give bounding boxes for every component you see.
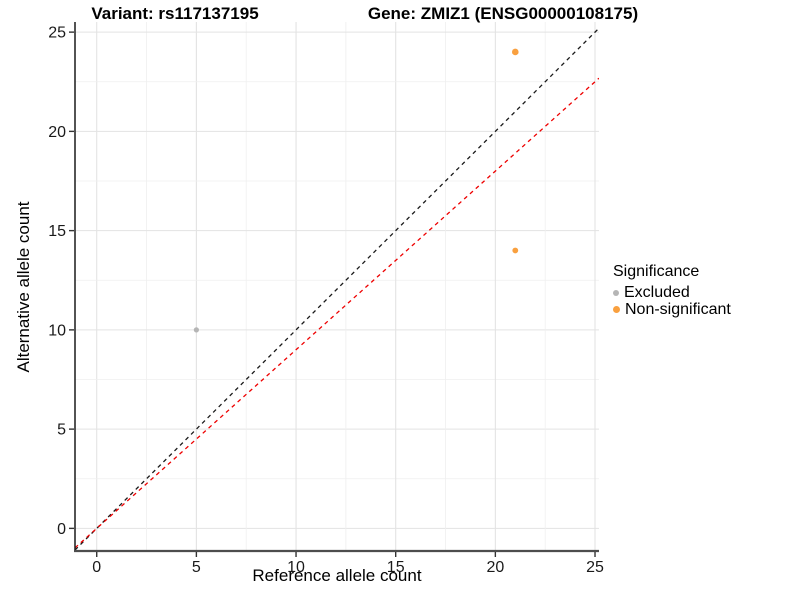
y-axis-label: Alternative allele count <box>14 201 33 373</box>
legend-item-label: Non-significant <box>625 300 731 318</box>
y-tick-label: 5 <box>57 422 66 439</box>
legend: Significance Excluded Non-significant <box>613 263 731 318</box>
data-point <box>512 247 519 254</box>
legend-item-label: Excluded <box>624 283 690 301</box>
x-tick-label: 10 <box>287 559 305 576</box>
legend-title: Significance <box>613 263 700 280</box>
x-tick-label: 5 <box>192 559 201 576</box>
fit-line <box>75 77 599 549</box>
x-tick-label: 0 <box>92 559 101 576</box>
data-point <box>193 327 199 333</box>
plot-title-variant: Variant: rs117137195 <box>91 4 259 23</box>
y-tick-label: 20 <box>48 124 66 141</box>
y-tick-label: 10 <box>48 322 66 339</box>
x-axis-label: Reference allele count <box>252 566 422 585</box>
legend-item-non-significant: Non-significant <box>613 301 731 318</box>
legend-dot-icon <box>613 306 620 313</box>
data-point <box>511 48 519 56</box>
y-tick-label: 25 <box>48 25 66 42</box>
x-tick-label: 15 <box>387 559 405 576</box>
x-tick-label: 20 <box>486 559 504 576</box>
legend-dot-icon <box>613 289 619 296</box>
identity-line <box>75 27 599 551</box>
y-tick-label: 15 <box>48 223 66 240</box>
legend-item-excluded: Excluded <box>613 284 731 301</box>
y-tick-label: 0 <box>57 521 66 538</box>
plot-title-gene: Gene: ZMIZ1 (ENSG00000108175) <box>367 4 639 23</box>
x-tick-label: 25 <box>586 559 604 576</box>
legend-rows: Excluded Non-significant <box>613 284 731 318</box>
